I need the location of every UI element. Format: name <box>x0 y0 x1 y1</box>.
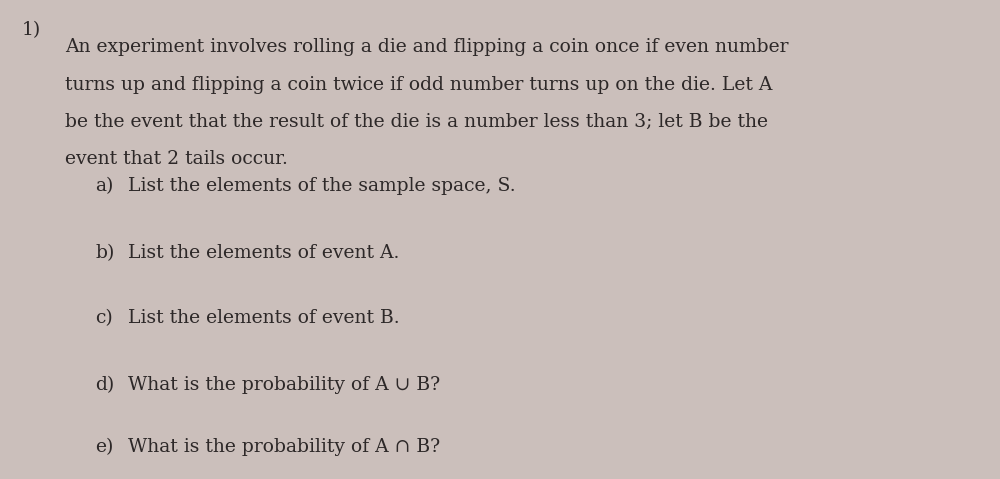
Text: turns up and flipping a coin twice if odd number turns up on the die. Let A: turns up and flipping a coin twice if od… <box>65 76 772 94</box>
Text: be the event that the result of the die is a number less than 3; let B be the: be the event that the result of the die … <box>65 113 768 131</box>
Text: 1): 1) <box>22 22 41 40</box>
Text: a): a) <box>95 177 113 195</box>
Text: What is the probability of A ∪ B?: What is the probability of A ∪ B? <box>128 376 440 394</box>
Text: List the elements of event B.: List the elements of event B. <box>128 309 400 327</box>
Text: What is the probability of A ∩ B?: What is the probability of A ∩ B? <box>128 438 440 456</box>
Text: event that 2 tails occur.: event that 2 tails occur. <box>65 150 288 169</box>
Text: e): e) <box>95 438 113 456</box>
Text: d): d) <box>95 376 114 394</box>
Text: List the elements of event A.: List the elements of event A. <box>128 244 399 262</box>
Text: c): c) <box>95 309 113 327</box>
Text: List the elements of the sample space, S.: List the elements of the sample space, S… <box>128 177 516 195</box>
Text: b): b) <box>95 244 114 262</box>
Text: An experiment involves rolling a die and flipping a coin once if even number: An experiment involves rolling a die and… <box>65 38 788 57</box>
